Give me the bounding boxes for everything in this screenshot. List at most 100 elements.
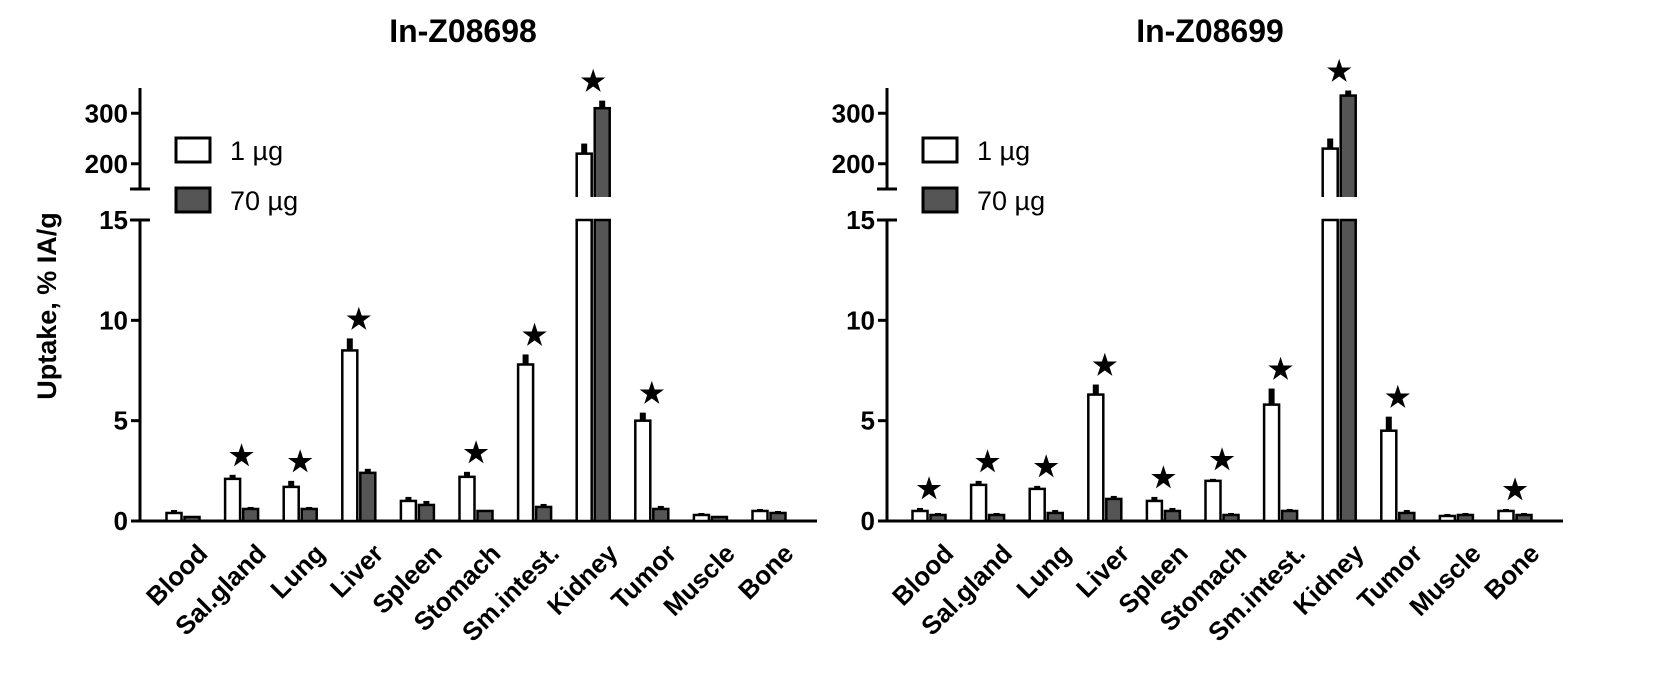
error-bar <box>247 506 254 509</box>
error-bar <box>657 505 664 509</box>
legend-swatch <box>921 136 959 164</box>
bar <box>1028 487 1046 523</box>
error-bar <box>464 471 470 477</box>
significance-star: ★ <box>916 473 941 504</box>
error-bar <box>1268 388 1275 405</box>
y-tick-label: 10 <box>846 305 875 335</box>
error-bar <box>288 480 295 487</box>
y-axis-label: Uptake, % IA/g <box>32 212 62 400</box>
significance-star: ★ <box>288 446 313 477</box>
significance-star: ★ <box>1151 462 1176 493</box>
bar <box>751 509 769 523</box>
y-tick-label: 200 <box>85 149 128 179</box>
bar-break-gap <box>574 197 612 214</box>
bar-lower-segment <box>575 218 593 523</box>
bar <box>359 471 377 523</box>
bar <box>165 511 183 523</box>
bar <box>476 509 494 523</box>
legend-swatch <box>174 186 212 214</box>
y-tick-label: 300 <box>85 98 128 128</box>
bar-lower-segment <box>1339 218 1357 523</box>
bar <box>516 363 535 523</box>
significance-star: ★ <box>1502 474 1527 505</box>
error-bar <box>1385 416 1392 431</box>
bar <box>300 507 318 523</box>
error-bar <box>1444 513 1451 516</box>
error-bar <box>171 509 177 513</box>
bar <box>282 485 300 523</box>
legend-label: 70 µg <box>230 186 298 216</box>
legend-swatch <box>921 186 959 214</box>
error-bar <box>935 512 941 515</box>
error-bar <box>917 507 923 511</box>
error-bar <box>423 500 430 505</box>
error-bar <box>993 512 1000 515</box>
x-category-label: Bone <box>732 538 799 605</box>
bar-lower-segment <box>593 218 611 523</box>
error-bar <box>716 515 723 518</box>
bar-lower-segment <box>1321 218 1339 523</box>
error-bar <box>599 100 606 109</box>
bar <box>692 513 711 523</box>
error-bar <box>364 468 371 473</box>
x-category-label: Bone <box>1478 538 1545 605</box>
bar-upper-segment <box>593 106 611 211</box>
bar <box>1280 509 1299 523</box>
bar <box>241 507 260 523</box>
legend-label: 1 µg <box>977 136 1030 166</box>
chart-title: In-Z08699 <box>1136 13 1284 49</box>
error-bar <box>1327 138 1334 149</box>
bar <box>987 513 1006 523</box>
error-bar <box>405 496 412 501</box>
significance-star: ★ <box>639 378 664 409</box>
bar <box>1515 513 1533 523</box>
bar <box>1087 393 1105 523</box>
bar <box>1222 513 1240 523</box>
bar <box>1046 511 1064 523</box>
chart-title: In-Z08698 <box>389 13 537 49</box>
bar <box>223 477 242 523</box>
x-category-label: Lung <box>264 538 330 604</box>
significance-star: ★ <box>1034 451 1059 482</box>
bar <box>1105 497 1123 523</box>
error-bar <box>1286 508 1293 511</box>
bar <box>969 483 988 523</box>
y-tick-label: 15 <box>846 205 875 235</box>
bar-upper-segment <box>1339 94 1357 211</box>
significance-star: ★ <box>463 437 488 468</box>
bar <box>1456 513 1475 523</box>
bar <box>634 419 652 523</box>
significance-star: ★ <box>1209 444 1234 475</box>
error-bar <box>1210 478 1216 481</box>
significance-star: ★ <box>522 319 547 350</box>
significance-star: ★ <box>1268 354 1293 385</box>
y-tick-label: 0 <box>114 506 128 536</box>
error-bar <box>540 503 547 507</box>
bar-break-gap <box>1320 197 1358 214</box>
y-tick-label: 300 <box>832 98 875 128</box>
error-bar <box>346 338 353 351</box>
bar <box>929 513 947 523</box>
significance-star: ★ <box>975 446 1000 477</box>
error-bar <box>1169 507 1176 511</box>
error-bar <box>775 510 781 513</box>
error-bar <box>1052 509 1059 513</box>
error-bar <box>1503 508 1509 511</box>
error-bar <box>306 506 313 509</box>
bar <box>1262 403 1281 523</box>
significance-star: ★ <box>229 440 254 471</box>
y-tick-label: 5 <box>114 406 128 436</box>
legend-label: 1 µg <box>230 136 283 166</box>
error-bar <box>1110 495 1117 499</box>
error-bar <box>1521 512 1527 515</box>
y-tick-label: 5 <box>861 406 875 436</box>
significance-star: ★ <box>346 303 371 334</box>
significance-star: ★ <box>1327 56 1352 87</box>
bar <box>769 511 787 523</box>
bar <box>458 475 476 523</box>
error-bar <box>229 474 236 479</box>
x-category-label: Lung <box>1010 538 1076 604</box>
error-bar <box>1462 512 1469 515</box>
